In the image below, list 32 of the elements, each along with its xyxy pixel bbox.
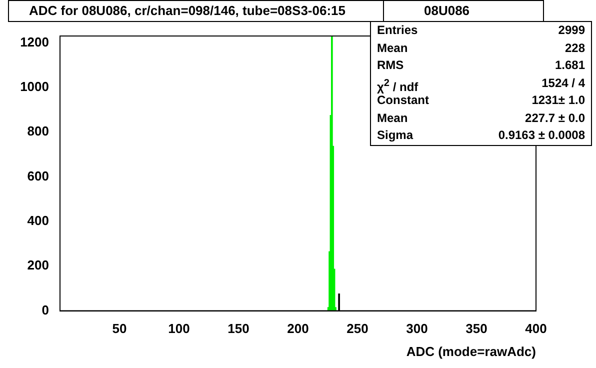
y-tick-label: 800 xyxy=(27,124,49,139)
annotation: Constant xyxy=(377,93,429,109)
text: 2999 xyxy=(558,22,585,39)
y-tick-label: 1000 xyxy=(20,78,49,94)
x-tick-label: 350 xyxy=(466,321,488,336)
x-tick-label: 250 xyxy=(346,321,368,336)
y-tick-label: 600 xyxy=(27,168,49,184)
annotation: Entries xyxy=(377,22,418,39)
y-tick-label: 200 xyxy=(27,258,49,273)
annotation: Sigma xyxy=(377,127,414,144)
annotation: χ$^{2}$ / ndf xyxy=(377,76,418,94)
y-tick-label: 400 xyxy=(27,213,49,228)
annotation: Mean xyxy=(377,40,408,56)
text: 228 xyxy=(564,40,585,56)
x-tick-label: 200 xyxy=(287,321,309,336)
x-tick-label: 400 xyxy=(525,321,547,336)
x-tick-label: 100 xyxy=(168,321,190,336)
annotation: 0.9163 ± 0.0008 xyxy=(498,127,585,144)
x-axis-title: ADC (mode=rawAdc) xyxy=(406,344,536,359)
x-tick-label: 50 xyxy=(112,321,127,336)
annotation: Mean xyxy=(377,110,408,126)
annotation: 227.7 ± 0.0 xyxy=(525,110,585,126)
text: 1524 / 4 xyxy=(542,74,585,92)
text: 1.681 xyxy=(554,57,585,74)
x-tick-label: 300 xyxy=(406,321,428,336)
y-tick-label: 0 xyxy=(42,302,49,318)
x-tick-label: 150 xyxy=(228,321,250,336)
annotation: RMS xyxy=(377,57,404,74)
text: 08U086 xyxy=(384,0,544,22)
chart-title: ADC for 08U086, cr/chan=098/146, tube=08S3-06:15 xyxy=(8,0,384,22)
annotation: 1231± 1.0 xyxy=(532,92,585,109)
y-tick-label: 1200 xyxy=(20,34,49,50)
